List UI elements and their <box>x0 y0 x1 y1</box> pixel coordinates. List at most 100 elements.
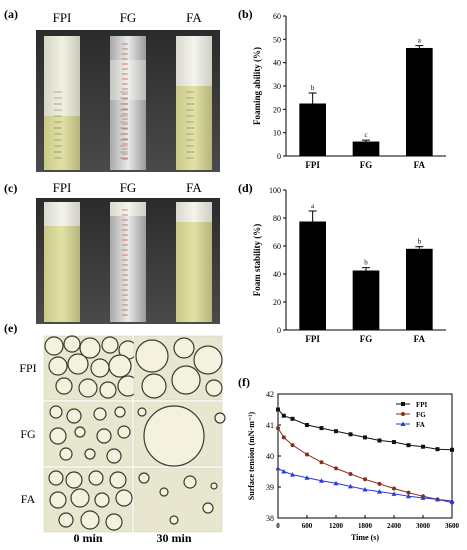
photo-c-label-fg: FG <box>120 180 137 195</box>
bubble <box>101 336 119 354</box>
y-tick-label: 40 <box>266 452 274 461</box>
data-point <box>304 475 310 480</box>
bubble <box>105 513 123 531</box>
data-point <box>319 460 324 465</box>
bubble <box>63 335 81 353</box>
x-tick-label: 3600 <box>445 522 460 530</box>
bubble <box>138 472 150 484</box>
photo-c: FPI FG FA <box>36 180 220 324</box>
data-point <box>348 432 353 437</box>
data-point <box>276 407 280 412</box>
bar <box>406 248 433 330</box>
bubble <box>173 337 195 359</box>
bubble <box>114 406 126 418</box>
bubble <box>58 512 74 528</box>
data-point <box>450 447 454 452</box>
plot-frame <box>277 393 453 519</box>
data-point <box>406 490 411 495</box>
bubble <box>48 470 64 486</box>
legend-label: FPI <box>416 401 428 409</box>
data-point <box>276 426 280 431</box>
data-point <box>319 478 324 483</box>
bubble <box>78 378 98 398</box>
data-point <box>333 480 339 486</box>
x-tick-label: FG <box>360 334 373 344</box>
data-point <box>377 438 382 443</box>
chart-foam-stability: 0 20 40 60 80 100 a FPI b FG b FA Foam stability (%) <box>252 186 446 344</box>
data-point <box>435 496 440 502</box>
x-tick-label: FG <box>360 160 373 170</box>
photo-a-label-fa: FA <box>186 10 202 25</box>
panel-label-d: (d) <box>238 181 253 195</box>
data-point <box>334 429 338 434</box>
y-tick-label: 80 <box>273 214 281 223</box>
bar <box>352 141 380 156</box>
bubble <box>66 408 82 424</box>
x-tick-label: 600 <box>302 522 313 530</box>
y-tick-label: 20 <box>273 105 281 114</box>
bubble <box>183 475 197 489</box>
data-point <box>391 491 397 496</box>
bubble <box>49 427 67 445</box>
data-point <box>363 477 367 482</box>
chart-foaming-ability: 0 10 20 30 40 50 60 b FPI c FG a FA Foaming ability (… <box>252 12 446 170</box>
significance-letter: b <box>418 238 422 246</box>
bubble <box>55 377 73 395</box>
y-axis-label: Foam stability (%) <box>252 224 262 297</box>
x-tick-label: 3000 <box>416 522 431 530</box>
data-point <box>362 486 368 492</box>
y-tick-label: 10 <box>273 129 281 138</box>
data-point <box>290 443 295 448</box>
bubble <box>210 482 218 490</box>
bubble <box>44 336 64 356</box>
legend-marker <box>401 412 405 416</box>
y-tick-label: 41 <box>266 421 274 430</box>
data-point <box>305 423 309 427</box>
bubble <box>115 489 133 507</box>
x-tick-label: FPI <box>305 334 320 344</box>
bubble <box>169 515 179 525</box>
bubble <box>193 345 223 375</box>
y-tick-label: 60 <box>273 12 281 21</box>
data-point <box>281 413 286 418</box>
significance-letter: c <box>364 131 367 139</box>
bubble <box>109 471 127 489</box>
photo-a-label-fg: FG <box>120 10 137 25</box>
series-fa <box>275 465 455 503</box>
bubble <box>88 470 104 486</box>
x-tick-label: 1800 <box>358 522 373 530</box>
bubble <box>205 379 223 397</box>
y-axis-label: Foaming ability (%) <box>252 47 262 125</box>
legend-marker <box>401 402 405 406</box>
y-tick-label: 40 <box>273 59 281 68</box>
bubble <box>99 381 117 399</box>
legend-label: FG <box>416 411 426 419</box>
x-tick-label: FPI <box>305 160 320 170</box>
series-fpi <box>276 407 454 452</box>
bubble <box>143 405 205 467</box>
significance-letter: a <box>418 37 422 45</box>
data-point <box>319 426 324 431</box>
data-point <box>392 440 396 445</box>
y-tick-label: 0 <box>277 152 281 161</box>
panel-label-e: (e) <box>4 321 17 335</box>
data-point <box>377 489 382 494</box>
photo-c-label-fa: FA <box>186 180 202 195</box>
y-tick-label: 100 <box>269 186 281 195</box>
data-point <box>406 443 411 448</box>
y-tick-label: 30 <box>273 82 281 91</box>
bubble <box>141 373 167 399</box>
y-tick-label: 38 <box>266 514 274 523</box>
data-point <box>290 416 295 421</box>
bubble <box>80 510 100 530</box>
data-point <box>420 495 426 500</box>
significance-letter: a <box>311 202 315 210</box>
data-point <box>363 435 367 440</box>
bubble <box>84 448 96 460</box>
y-tick-label: 39 <box>266 483 274 492</box>
chart-surface-tension: 38 39 40 41 42 0 600 1200 1800 2400 3000 3600 Time (… <box>247 390 460 542</box>
legend-marker <box>400 421 406 426</box>
panel-label-f: (f) <box>238 375 250 389</box>
bubble <box>65 471 83 489</box>
